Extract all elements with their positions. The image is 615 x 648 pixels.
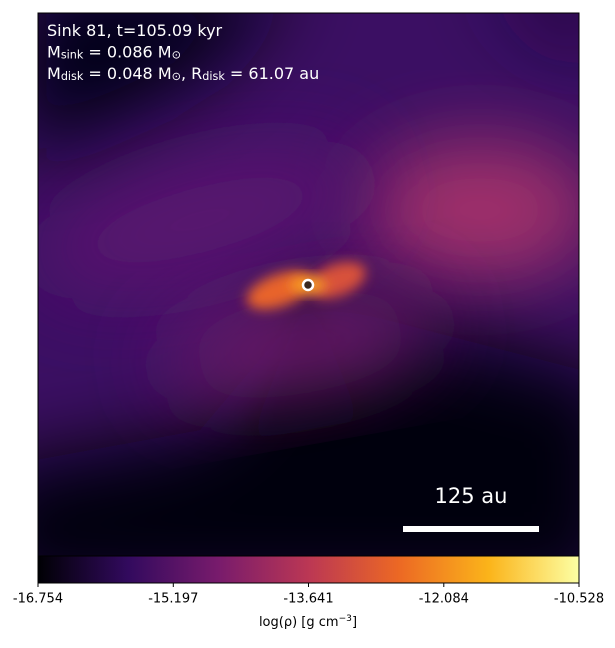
scale-bar-label: 125 au [435,484,508,508]
colorbar [37,555,580,584]
subscript: ⊙ [172,48,181,61]
text-segment: = 61.07 au [225,64,319,83]
annotation-line: Mdisk = 0.048 M⊙, Rdisk = 61.07 au [47,64,319,83]
colorbar-ticks: -16.754 -15.197 -13.641 -12.084 -10.528 [13,583,604,607]
text-segment: , R [181,64,202,83]
subscript: disk [202,70,225,83]
text-segment: Sink 81, t=105.09 kyr [47,21,223,40]
tick-label: -10.528 [554,592,604,607]
tick-label: -13.641 [283,592,333,607]
text-segment: M [47,42,61,61]
text-segment: = 0.048 M [83,64,171,83]
tick-label: -16.754 [13,592,63,607]
colorbar-label: log(ρ) [g cm−3] [259,614,357,629]
tick-label: -12.084 [419,592,469,607]
subscript: disk [61,70,84,83]
text-segment: ] [352,615,357,630]
subscript: ⊙ [172,70,181,83]
text-segment: = 0.086 M [83,42,171,61]
scale-bar [403,526,539,532]
subscript: sink [61,48,84,61]
sink-marker [301,278,315,292]
annotation-line: Sink 81, t=105.09 kyr [47,21,223,40]
text-segment: M [47,64,61,83]
annotation-line: Msink = 0.086 M⊙ [47,42,181,61]
text-segment: log(ρ) [g cm [259,615,339,630]
density-map [38,13,579,556]
tick-label: -15.197 [148,592,198,607]
superscript: −3 [339,614,353,624]
